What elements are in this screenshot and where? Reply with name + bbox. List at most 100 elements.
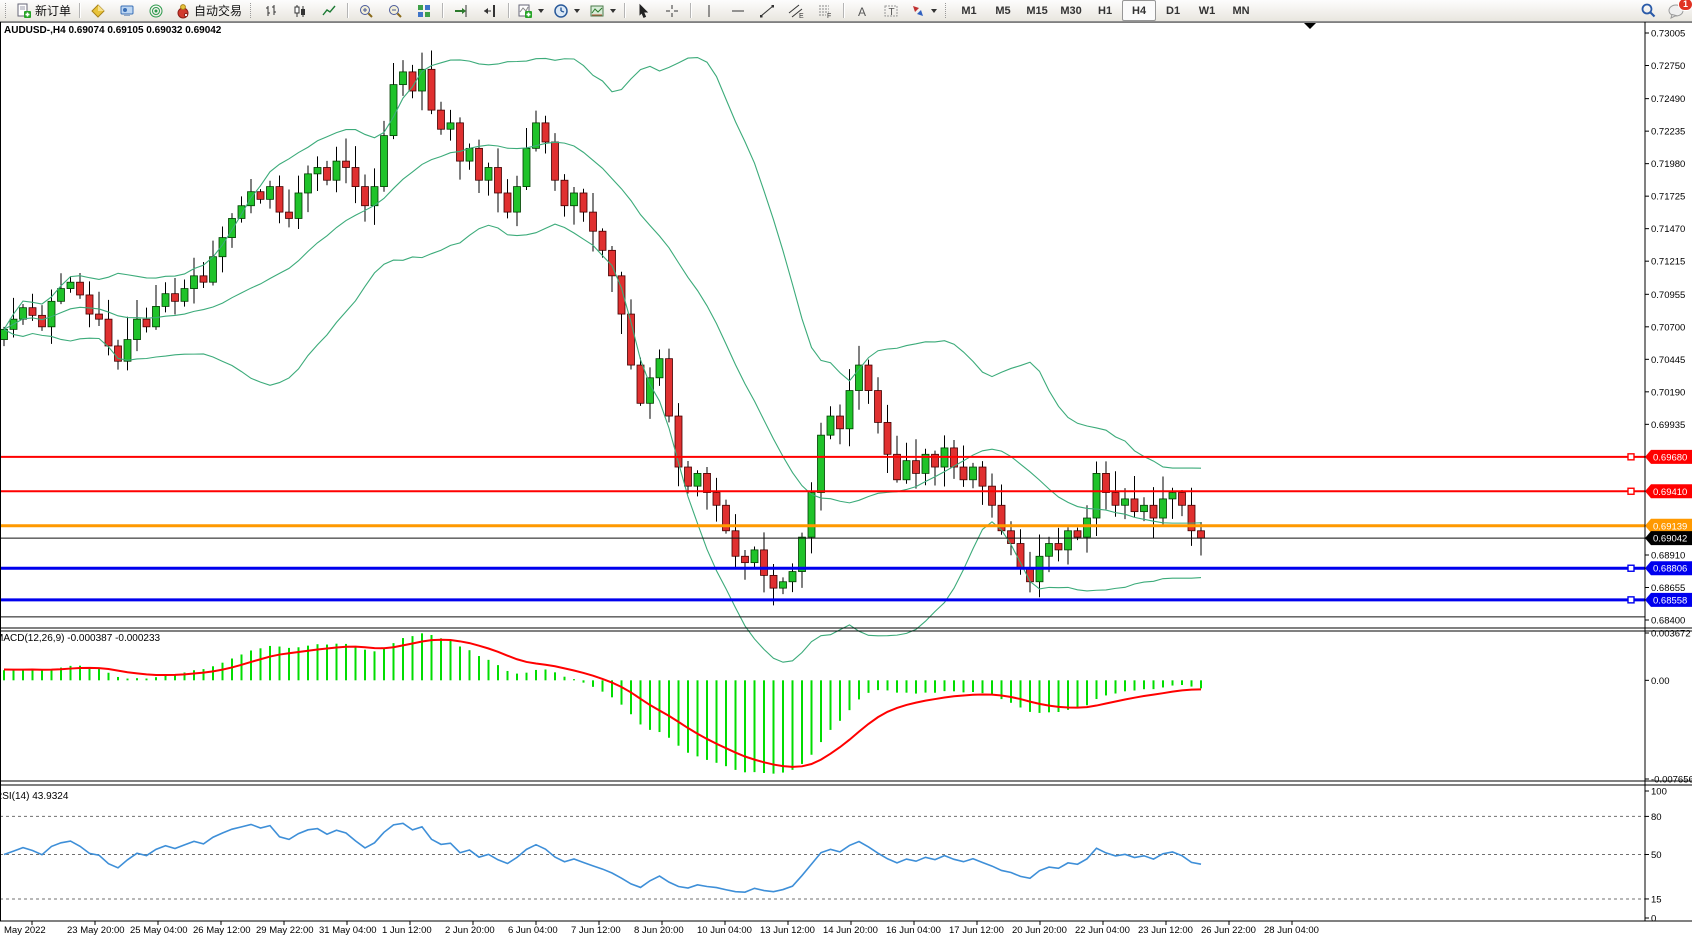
price-tick-label: 0.68655 (1651, 583, 1685, 594)
fibonacci-icon: F (819, 5, 831, 19)
trendline-tool-button[interactable] (753, 0, 781, 21)
notifications-button[interactable]: 1 (1662, 0, 1692, 21)
new-order-button[interactable]: 新订单 (12, 0, 75, 21)
bull-candle (1168, 492, 1177, 500)
bear-candle (978, 466, 987, 487)
bear-candle (1111, 492, 1120, 506)
radar-icon (149, 4, 163, 17)
bear-candle (256, 191, 265, 200)
templates-button[interactable] (585, 0, 620, 21)
bear-candle (171, 293, 179, 302)
terminal-button[interactable] (113, 0, 141, 21)
bear-candle (874, 390, 882, 423)
auto-trading-icon (177, 3, 189, 18)
bull-candle (646, 377, 654, 404)
crosshair-button[interactable] (658, 0, 686, 21)
bear-candle (342, 160, 350, 168)
timeframe-mn-button[interactable]: MN (1232, 4, 1250, 17)
terminal-icon (120, 5, 134, 16)
chart-canvas[interactable]: 0.69680 0.69410 0.69139 0.69042 0.68806 0.685… (0, 22, 1692, 935)
timeframe-w1-button[interactable]: W1 (1198, 4, 1216, 17)
separator (442, 3, 444, 18)
bar-chart-type-button[interactable] (257, 0, 285, 21)
bull-candle (266, 186, 274, 200)
bear-candle (1073, 530, 1082, 538)
chart-shift-marker[interactable] (1304, 23, 1316, 29)
arrows-tool-button[interactable] (906, 0, 941, 21)
quotes-button[interactable] (84, 0, 112, 21)
auto-trading-button[interactable]: 自动交易 (171, 0, 246, 21)
clock-icon (554, 3, 568, 18)
price-tag-label: 0.69410 (1653, 487, 1687, 498)
text-tool-button[interactable]: A (848, 0, 876, 21)
auto-trading-label: 自动交易 (194, 4, 243, 18)
bull-candle (66, 281, 75, 289)
price-tag-label: 0.68558 (1653, 595, 1687, 606)
bull-candle (484, 167, 493, 181)
auto-scroll-icon (455, 4, 467, 17)
dropdown-caret (538, 8, 545, 13)
tile-windows-icon (418, 4, 431, 17)
bull-candle (845, 390, 854, 430)
bull-candle (1092, 473, 1101, 519)
bull-candle (788, 571, 797, 583)
bull-candle (209, 256, 217, 283)
bear-candle (1130, 498, 1139, 513)
fibonacci-f-glyph: F (827, 13, 831, 19)
horizontal-line-tool-button[interactable] (724, 0, 752, 21)
bear-candle (836, 415, 844, 430)
tile-windows-button[interactable] (410, 0, 438, 21)
timeframe-m30-button[interactable]: M30 (1060, 4, 1082, 17)
timeframe-m5-button[interactable]: M5 (995, 4, 1011, 17)
time-label: 14 Jun 20:00 (823, 925, 878, 935)
bull-candle (1121, 498, 1129, 506)
time-label: 16 Jun 04:00 (886, 925, 941, 935)
new-order-label: 新订单 (35, 4, 72, 18)
bull-candle (655, 358, 664, 379)
zoom-in-icon (360, 4, 373, 18)
hline-handle[interactable] (1627, 487, 1635, 495)
hline-handle[interactable] (1627, 564, 1635, 572)
line-chart-type-button[interactable] (315, 0, 343, 21)
price-tag (1645, 531, 1692, 546)
bollinger-lower-band (3, 223, 1202, 663)
auto-scroll-button[interactable] (447, 0, 475, 21)
channel-tool-button[interactable]: E (782, 0, 810, 21)
price-tick-label: 0.70700 (1651, 322, 1685, 333)
price-tag (1645, 484, 1692, 499)
cursor-button[interactable] (629, 0, 657, 21)
text-label-icon: T (884, 5, 898, 18)
bear-candle (712, 492, 721, 506)
timeframe-m15-button[interactable]: M15 (1026, 4, 1048, 17)
bull-candle (399, 71, 407, 86)
bull-candle (855, 364, 863, 391)
timeframe-m1-button[interactable]: M1 (961, 4, 977, 17)
zoom-in-button[interactable] (352, 0, 380, 21)
candlestick-icon (294, 4, 306, 17)
macd-indicator-label: MACD(12,26,9) -0.000387 -0.000233 (0, 633, 161, 644)
price-tag (1645, 518, 1692, 533)
hline-handle[interactable] (1627, 596, 1635, 604)
bull-candle (693, 473, 702, 487)
timeframe-d1-button[interactable]: D1 (1166, 4, 1181, 17)
bear-candle (627, 313, 635, 366)
signals-button[interactable] (142, 0, 170, 21)
zoom-out-button[interactable] (381, 0, 409, 21)
time-label: 20 Jun 20:00 (1012, 925, 1067, 935)
chart-shift-button[interactable] (476, 0, 504, 21)
fibonacci-tool-button[interactable]: F (811, 0, 839, 21)
add-indicator-button[interactable] (513, 0, 548, 21)
periods-button[interactable] (549, 0, 584, 21)
bear-candle (104, 318, 113, 347)
bear-candle (1102, 473, 1110, 493)
vertical-line-tool-button[interactable] (695, 0, 723, 21)
timeframe-h4-button[interactable]: H4 (1122, 0, 1157, 21)
bull-candle (313, 167, 322, 175)
search-button[interactable] (1634, 0, 1662, 21)
hline-handle[interactable] (1627, 453, 1635, 461)
timeframe-h1-button[interactable]: H1 (1098, 4, 1113, 17)
text-label-tool-button[interactable]: T (877, 0, 905, 21)
candlestick-type-button[interactable] (286, 0, 314, 21)
bull-candle (902, 460, 911, 481)
timeframe-group: M1 M5 M15 M30 H1 H4 D1 W1 MN (952, 0, 1258, 21)
